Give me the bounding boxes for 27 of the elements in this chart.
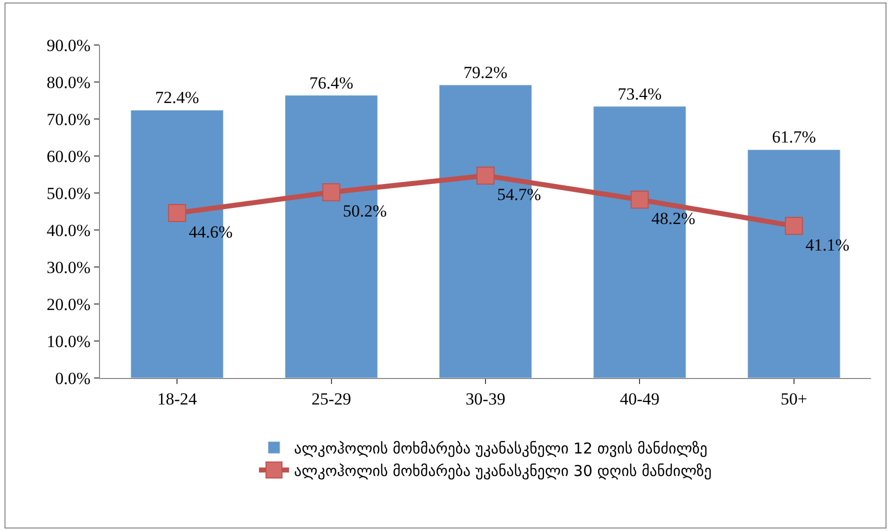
point [630, 190, 649, 209]
data-label: 79.2% [464, 62, 508, 82]
point [784, 216, 803, 235]
point [322, 183, 340, 202]
data-label: 73.4% [618, 84, 662, 104]
y-tick-label: 30.0% [46, 258, 91, 277]
y-tick-label: 0.0% [55, 368, 91, 388]
x-tick-label: 50+ [780, 389, 808, 408]
y-tick-label: 50.0% [46, 184, 91, 203]
point [168, 204, 186, 222]
y-tick-label: 90.0% [46, 36, 91, 55]
y-tick-label: 40.0% [46, 220, 91, 240]
legend-label: ალკოჰოლის მოხმარება უკანასკნელი 12 თვის მანძილზე [294, 439, 708, 458]
y-tick-label: 70.0% [46, 110, 91, 129]
data-label: 61.7% [772, 128, 816, 147]
y-tick-label: 80.0% [46, 72, 91, 92]
data-label: 76.4% [309, 73, 354, 92]
y-tick-label: 60.0% [46, 146, 91, 166]
point [476, 166, 494, 185]
x-tick-label: 30-39 [466, 389, 506, 408]
x-tick-label: 18-24 [157, 389, 198, 408]
x-tick-label: 40-49 [620, 389, 660, 408]
legend-label: ალკოჰოლის მოხმარება უკანასკნელი 30 დღის მანძილზე [294, 462, 712, 480]
y-tick-label: 20.0% [46, 294, 91, 314]
x-tick-label: 25-29 [311, 389, 352, 408]
y-tick-label: 10.0% [46, 332, 91, 351]
data-label: 72.4% [155, 88, 200, 108]
